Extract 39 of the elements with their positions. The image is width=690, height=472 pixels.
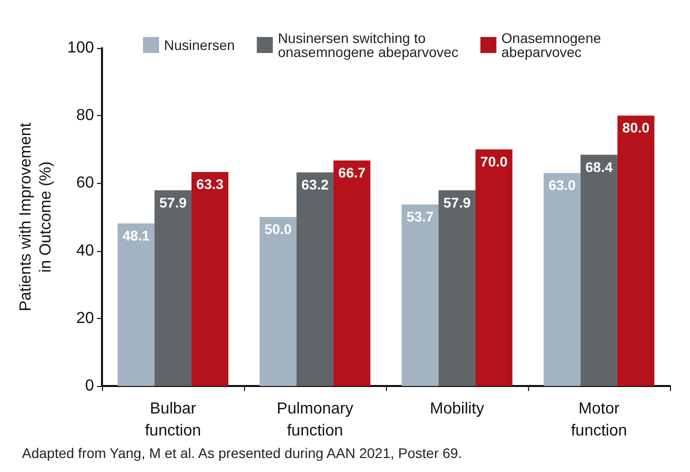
legend-label: Nusinersen switching to onasemnogene abeparvovec: [278, 30, 458, 60]
bar: [580, 154, 618, 386]
x-tick-label: Bulbar function: [144, 400, 202, 440]
y-axis-title: Patients with Improvement in Outcome (%): [18, 122, 54, 312]
y-tick-label: 80: [76, 107, 94, 124]
y-tick-label: 20: [76, 310, 94, 327]
bar: [438, 190, 476, 386]
x-tick-label: Pulmonary function: [276, 400, 354, 440]
bar: [475, 149, 512, 386]
bar: [617, 116, 654, 386]
y-tick-label: 100: [67, 40, 94, 56]
data-label: 63.0: [548, 177, 576, 194]
legend-label: Nusinersen: [164, 37, 235, 53]
data-label: 63.3: [196, 176, 224, 192]
data-label: 70.0: [480, 153, 508, 170]
bar: [402, 204, 439, 386]
data-label: 57.9: [443, 194, 471, 210]
y-tick-label: 60: [76, 174, 94, 192]
bar: [333, 160, 370, 386]
data-label: 57.9: [159, 194, 187, 210]
data-label: 68.4: [585, 158, 613, 175]
bar: [118, 223, 155, 386]
bar: [260, 217, 297, 386]
data-label: 53.7: [406, 208, 434, 224]
bar: [544, 173, 581, 386]
data-label: 80.0: [622, 120, 650, 136]
text: Adapted from Yang, M et al. As presented during AAN 2021, Poster 69.: [22, 445, 462, 461]
data-label: 63.2: [301, 176, 329, 192]
x-tick-label: Mobility: [430, 400, 484, 418]
data-label: 50.0: [264, 221, 292, 237]
bar: [296, 172, 334, 386]
bar: [154, 190, 192, 386]
y-tick-label: 40: [76, 242, 94, 260]
data-label: 48.1: [122, 227, 150, 244]
y-tick-label: 0: [85, 378, 94, 394]
x-tick-label: Motor function: [570, 400, 628, 440]
legend-label: Onasemnogene abeparvovec: [501, 30, 602, 60]
data-label: 66.7: [338, 164, 366, 181]
bar: [191, 172, 228, 386]
